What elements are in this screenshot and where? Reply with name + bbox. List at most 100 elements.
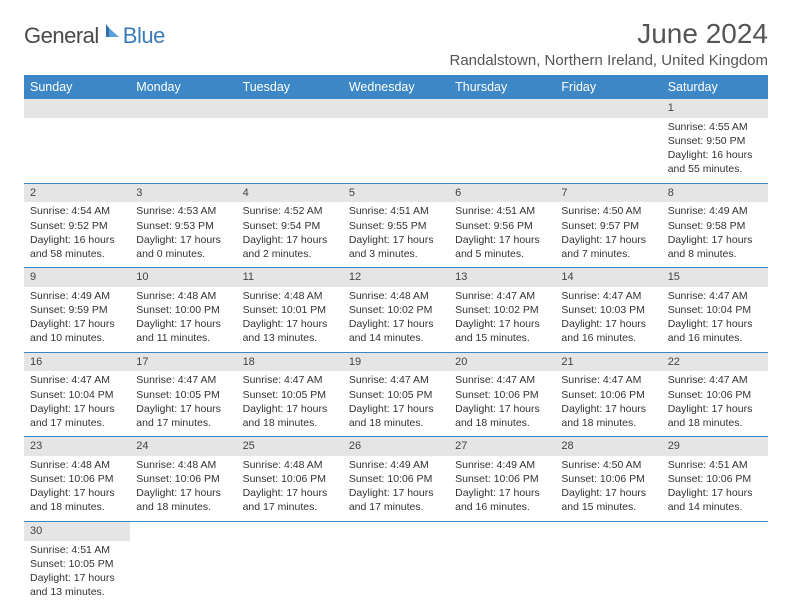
day-body: Sunrise: 4:49 AMSunset: 9:59 PMDaylight:… [24,287,130,352]
sunset-text: Sunset: 9:52 PM [30,219,124,233]
day-number: 25 [237,437,343,456]
location-subtitle: Randalstown, Northern Ireland, United Ki… [449,52,768,69]
day-number: 2 [24,184,130,203]
sunset-text: Sunset: 10:06 PM [668,388,762,402]
sunrise-text: Sunrise: 4:51 AM [668,458,762,472]
day-number: 16 [24,353,130,372]
calendar-page: General Blue June 2024 Randalstown, Nort… [0,0,792,605]
logo-sail-icon [103,22,123,45]
day-number: 27 [449,437,555,456]
weekday-header-row: Sunday Monday Tuesday Wednesday Thursday… [24,75,768,99]
daylight-text: and 5 minutes. [455,247,549,261]
day-number-empty [555,99,661,118]
sunrise-text: Sunrise: 4:54 AM [30,204,124,218]
day-cell: 18Sunrise: 4:47 AMSunset: 10:05 PMDaylig… [237,352,343,437]
sunset-text: Sunset: 9:58 PM [668,219,762,233]
daylight-text: Daylight: 17 hours [668,486,762,500]
weekday-header: Sunday [24,75,130,99]
sunrise-text: Sunrise: 4:51 AM [455,204,549,218]
daylight-text: Daylight: 17 hours [243,317,337,331]
daylight-text: and 18 minutes. [30,500,124,514]
daylight-text: Daylight: 17 hours [136,402,230,416]
sunset-text: Sunset: 10:06 PM [349,472,443,486]
week-row: 30Sunrise: 4:51 AMSunset: 10:05 PMDaylig… [24,521,768,605]
day-number: 12 [343,268,449,287]
day-cell: 15Sunrise: 4:47 AMSunset: 10:04 PMDaylig… [662,268,768,353]
weekday-header: Saturday [662,75,768,99]
daylight-text: and 18 minutes. [136,500,230,514]
daylight-text: and 55 minutes. [668,162,762,176]
day-number: 11 [237,268,343,287]
sunrise-text: Sunrise: 4:49 AM [455,458,549,472]
week-row: 9Sunrise: 4:49 AMSunset: 9:59 PMDaylight… [24,268,768,353]
day-cell: 23Sunrise: 4:48 AMSunset: 10:06 PMDaylig… [24,437,130,522]
sunrise-text: Sunrise: 4:48 AM [30,458,124,472]
daylight-text: Daylight: 17 hours [30,571,124,585]
day-number: 26 [343,437,449,456]
day-body-empty [343,118,449,168]
sunrise-text: Sunrise: 4:47 AM [30,373,124,387]
sunset-text: Sunset: 9:55 PM [349,219,443,233]
daylight-text: Daylight: 17 hours [136,317,230,331]
sunset-text: Sunset: 10:06 PM [243,472,337,486]
weekday-header: Wednesday [343,75,449,99]
sunrise-text: Sunrise: 4:47 AM [455,373,549,387]
sunrise-text: Sunrise: 4:47 AM [561,373,655,387]
day-body: Sunrise: 4:47 AMSunset: 10:04 PMDaylight… [662,287,768,352]
day-body: Sunrise: 4:47 AMSunset: 10:05 PMDaylight… [130,371,236,436]
sunrise-text: Sunrise: 4:48 AM [243,289,337,303]
daylight-text: Daylight: 17 hours [455,317,549,331]
day-cell [343,521,449,605]
sunset-text: Sunset: 10:06 PM [455,388,549,402]
daylight-text: Daylight: 17 hours [136,486,230,500]
daylight-text: and 13 minutes. [243,331,337,345]
day-cell: 16Sunrise: 4:47 AMSunset: 10:04 PMDaylig… [24,352,130,437]
daylight-text: Daylight: 16 hours [668,148,762,162]
sunset-text: Sunset: 9:54 PM [243,219,337,233]
daylight-text: and 14 minutes. [349,331,443,345]
sunrise-text: Sunrise: 4:47 AM [668,289,762,303]
day-number: 19 [343,353,449,372]
day-number-empty [449,99,555,118]
day-number: 29 [662,437,768,456]
sunrise-text: Sunrise: 4:47 AM [136,373,230,387]
sunrise-text: Sunrise: 4:55 AM [668,120,762,134]
sunrise-text: Sunrise: 4:47 AM [561,289,655,303]
week-row: 1Sunrise: 4:55 AMSunset: 9:50 PMDaylight… [24,99,768,183]
day-number: 13 [449,268,555,287]
day-number: 8 [662,184,768,203]
day-cell: 3Sunrise: 4:53 AMSunset: 9:53 PMDaylight… [130,183,236,268]
sunrise-text: Sunrise: 4:51 AM [349,204,443,218]
calendar-head: Sunday Monday Tuesday Wednesday Thursday… [24,75,768,99]
sunrise-text: Sunrise: 4:48 AM [136,458,230,472]
day-body-empty [237,118,343,168]
day-number: 10 [130,268,236,287]
day-body: Sunrise: 4:51 AMSunset: 10:06 PMDaylight… [662,456,768,521]
day-number-empty [237,99,343,118]
daylight-text: and 18 minutes. [455,416,549,430]
day-number: 17 [130,353,236,372]
sunset-text: Sunset: 10:00 PM [136,303,230,317]
daylight-text: and 17 minutes. [30,416,124,430]
day-body: Sunrise: 4:47 AMSunset: 10:06 PMDaylight… [449,371,555,436]
day-cell: 5Sunrise: 4:51 AMSunset: 9:55 PMDaylight… [343,183,449,268]
daylight-text: Daylight: 17 hours [349,233,443,247]
day-cell [237,99,343,183]
sunset-text: Sunset: 10:06 PM [668,472,762,486]
day-number: 14 [555,268,661,287]
day-body: Sunrise: 4:51 AMSunset: 9:55 PMDaylight:… [343,202,449,267]
daylight-text: Daylight: 17 hours [30,317,124,331]
daylight-text: and 0 minutes. [136,247,230,261]
daylight-text: and 15 minutes. [561,500,655,514]
daylight-text: and 18 minutes. [561,416,655,430]
day-cell: 21Sunrise: 4:47 AMSunset: 10:06 PMDaylig… [555,352,661,437]
day-body: Sunrise: 4:48 AMSunset: 10:01 PMDaylight… [237,287,343,352]
daylight-text: and 16 minutes. [561,331,655,345]
sunset-text: Sunset: 10:06 PM [561,472,655,486]
week-row: 2Sunrise: 4:54 AMSunset: 9:52 PM Daylight… [24,183,768,268]
daylight-text: and 16 minutes. [668,331,762,345]
day-number: 30 [24,522,130,541]
daylight-text: Daylight: 17 hours [668,317,762,331]
day-body-empty [130,118,236,168]
day-number-empty [343,99,449,118]
